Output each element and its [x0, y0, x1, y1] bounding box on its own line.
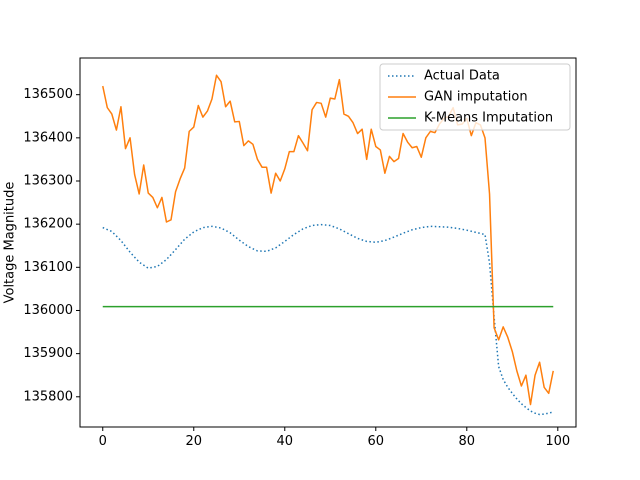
legend-box	[379, 63, 571, 131]
plot-frame	[79, 57, 577, 428]
y-tick-label: 136200	[23, 217, 73, 232]
legend: Actual Data GAN imputation K-Means Imputat…	[379, 63, 571, 131]
y-axis-label: Voltage Magnitude	[3, 182, 18, 304]
x-tick-label: 0	[99, 434, 107, 449]
legend-label-1: Actual Data	[424, 69, 500, 84]
y-tick-label: 136000	[23, 303, 73, 318]
legend-label-2: GAN imputation	[424, 90, 528, 105]
y-tick-label: 135900	[23, 346, 73, 361]
x-axis: 0 20 40 60 80 100	[99, 427, 570, 449]
x-tick-label: 40	[276, 434, 293, 449]
y-tick-label: 136300	[23, 174, 73, 189]
series-line-1	[102, 223, 554, 416]
x-tick-label: 80	[459, 434, 476, 449]
y-axis: 135800 135900 136000 136100 136200 136300 1364…	[23, 87, 80, 404]
x-tick-label: 20	[185, 434, 202, 449]
y-tick-label: 136100	[23, 260, 73, 275]
y-tick-label: 135800	[23, 389, 73, 404]
y-tick-label: 136400	[23, 130, 73, 145]
x-tick-label: 60	[368, 434, 385, 449]
legend-label-3: K-Means Imputation	[424, 111, 553, 126]
y-tick-label: 136500	[23, 87, 73, 102]
x-tick-label: 100	[545, 434, 570, 449]
